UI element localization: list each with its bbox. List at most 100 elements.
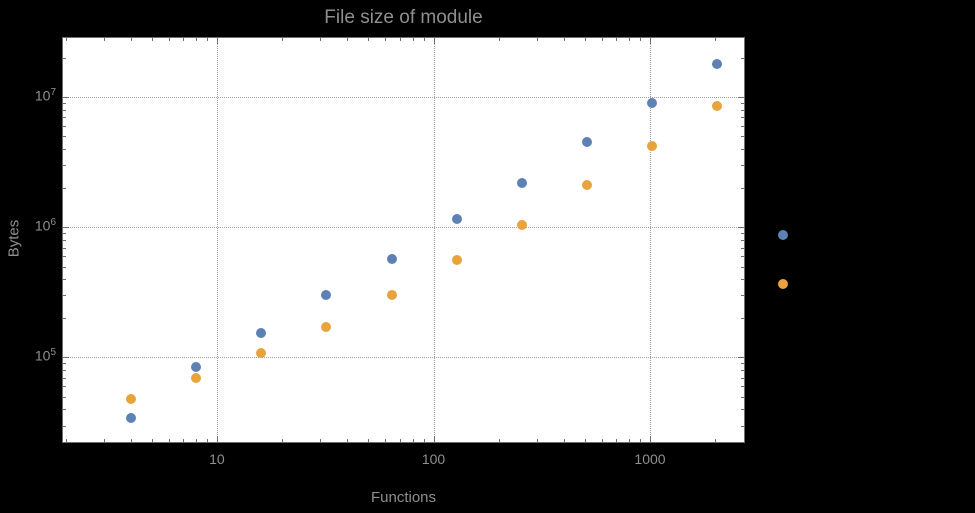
y-tick-mark bbox=[63, 227, 69, 229]
x-tick-mark bbox=[715, 38, 717, 41]
gridline-vertical bbox=[433, 37, 435, 443]
y-tick-mark bbox=[63, 149, 66, 150]
y-tick-mark bbox=[738, 227, 744, 229]
x-tick-mark bbox=[347, 38, 349, 41]
x-tick-mark bbox=[715, 439, 717, 442]
x-tick-mark bbox=[196, 439, 197, 442]
x-tick-mark bbox=[130, 439, 132, 442]
y-tick-mark bbox=[63, 188, 66, 190]
y-tick-mark bbox=[741, 279, 744, 281]
y-tick-mark bbox=[63, 295, 66, 297]
x-tick-mark bbox=[536, 439, 538, 442]
y-tick-mark bbox=[63, 103, 66, 105]
y-tick-mark bbox=[63, 318, 66, 320]
data-point-series-1 bbox=[582, 137, 592, 148]
x-tick-label: 100 bbox=[421, 451, 446, 467]
y-tick-mark bbox=[63, 256, 66, 258]
y-tick-mark bbox=[741, 266, 744, 268]
y-tick-mark bbox=[741, 377, 744, 379]
x-tick-mark bbox=[320, 439, 322, 442]
y-tick-mark bbox=[741, 188, 744, 190]
y-tick-mark bbox=[741, 425, 744, 427]
x-tick-mark bbox=[183, 38, 185, 41]
x-tick-mark bbox=[399, 439, 401, 442]
gridline-horizontal bbox=[62, 357, 745, 359]
x-tick-mark bbox=[629, 38, 630, 41]
y-tick-label: 106 bbox=[34, 217, 56, 234]
y-tick-mark bbox=[63, 377, 66, 379]
data-point-series-1 bbox=[321, 290, 332, 301]
y-tick-mark bbox=[741, 386, 744, 388]
y-tick-mark bbox=[741, 136, 744, 138]
y-tick-mark bbox=[63, 233, 66, 235]
y-tick-mark bbox=[63, 370, 66, 371]
x-tick-mark bbox=[498, 439, 500, 442]
y-tick-mark bbox=[63, 396, 66, 398]
x-tick-mark bbox=[368, 439, 370, 442]
data-point-series-2 bbox=[516, 219, 527, 230]
data-point-series-2 bbox=[712, 101, 723, 112]
y-tick-mark bbox=[63, 266, 66, 268]
x-tick-mark bbox=[423, 439, 425, 442]
y-tick-mark bbox=[741, 239, 744, 241]
x-tick-mark bbox=[103, 38, 105, 41]
x-tick-mark bbox=[207, 439, 208, 442]
y-tick-mark bbox=[63, 363, 66, 365]
y-axis-label: Bytes bbox=[5, 219, 23, 258]
y-tick-mark bbox=[741, 318, 744, 320]
x-tick-mark bbox=[368, 38, 370, 41]
x-tick-mark bbox=[640, 439, 642, 442]
data-point-series-2 bbox=[191, 372, 201, 383]
y-tick-mark bbox=[63, 239, 66, 241]
x-tick-label: 10 bbox=[209, 451, 225, 467]
x-tick-mark bbox=[385, 38, 387, 41]
x-tick-mark bbox=[65, 38, 67, 41]
y-tick-mark bbox=[63, 117, 66, 119]
x-tick-mark bbox=[282, 439, 284, 442]
x-tick-mark bbox=[601, 439, 603, 442]
x-tick-mark bbox=[650, 436, 651, 442]
data-point-series-2 bbox=[647, 141, 658, 152]
y-tick-mark bbox=[741, 256, 744, 258]
y-tick-mark bbox=[63, 58, 66, 59]
data-point-series-2 bbox=[321, 321, 332, 332]
x-tick-mark bbox=[433, 38, 435, 44]
plot-area bbox=[62, 37, 788, 443]
x-tick-mark bbox=[399, 38, 401, 41]
data-point-series-2 bbox=[125, 393, 136, 404]
x-tick-mark bbox=[423, 38, 425, 41]
y-tick-mark bbox=[741, 103, 744, 105]
x-tick-mark bbox=[601, 38, 603, 41]
x-tick-mark bbox=[168, 439, 170, 442]
gridline-horizontal bbox=[62, 97, 745, 99]
x-tick-mark bbox=[207, 38, 208, 41]
x-tick-mark bbox=[433, 436, 435, 442]
data-point-series-2 bbox=[582, 180, 592, 191]
gridline-horizontal bbox=[62, 227, 745, 229]
y-tick-mark bbox=[63, 97, 69, 99]
data-point-series-1 bbox=[451, 214, 462, 225]
y-tick-mark bbox=[738, 97, 744, 99]
x-tick-mark bbox=[584, 439, 586, 442]
x-tick-mark bbox=[130, 38, 132, 41]
data-point-series-2 bbox=[777, 278, 788, 289]
x-tick-mark bbox=[616, 439, 618, 442]
y-tick-mark bbox=[741, 233, 744, 235]
x-tick-mark bbox=[347, 439, 349, 442]
data-point-series-1 bbox=[516, 177, 527, 188]
y-tick-mark bbox=[63, 425, 66, 427]
x-tick-mark bbox=[412, 439, 414, 442]
x-tick-mark bbox=[216, 38, 218, 44]
y-tick-mark bbox=[741, 295, 744, 297]
x-tick-mark bbox=[616, 38, 618, 41]
y-tick-mark bbox=[63, 247, 66, 249]
x-tick-mark bbox=[196, 38, 197, 41]
y-tick-mark bbox=[63, 386, 66, 388]
x-tick-mark bbox=[282, 38, 284, 41]
x-tick-mark bbox=[216, 436, 218, 442]
x-tick-mark bbox=[65, 439, 67, 442]
y-tick-mark bbox=[63, 126, 66, 127]
y-tick-mark bbox=[741, 409, 744, 411]
data-point-series-2 bbox=[386, 290, 397, 301]
